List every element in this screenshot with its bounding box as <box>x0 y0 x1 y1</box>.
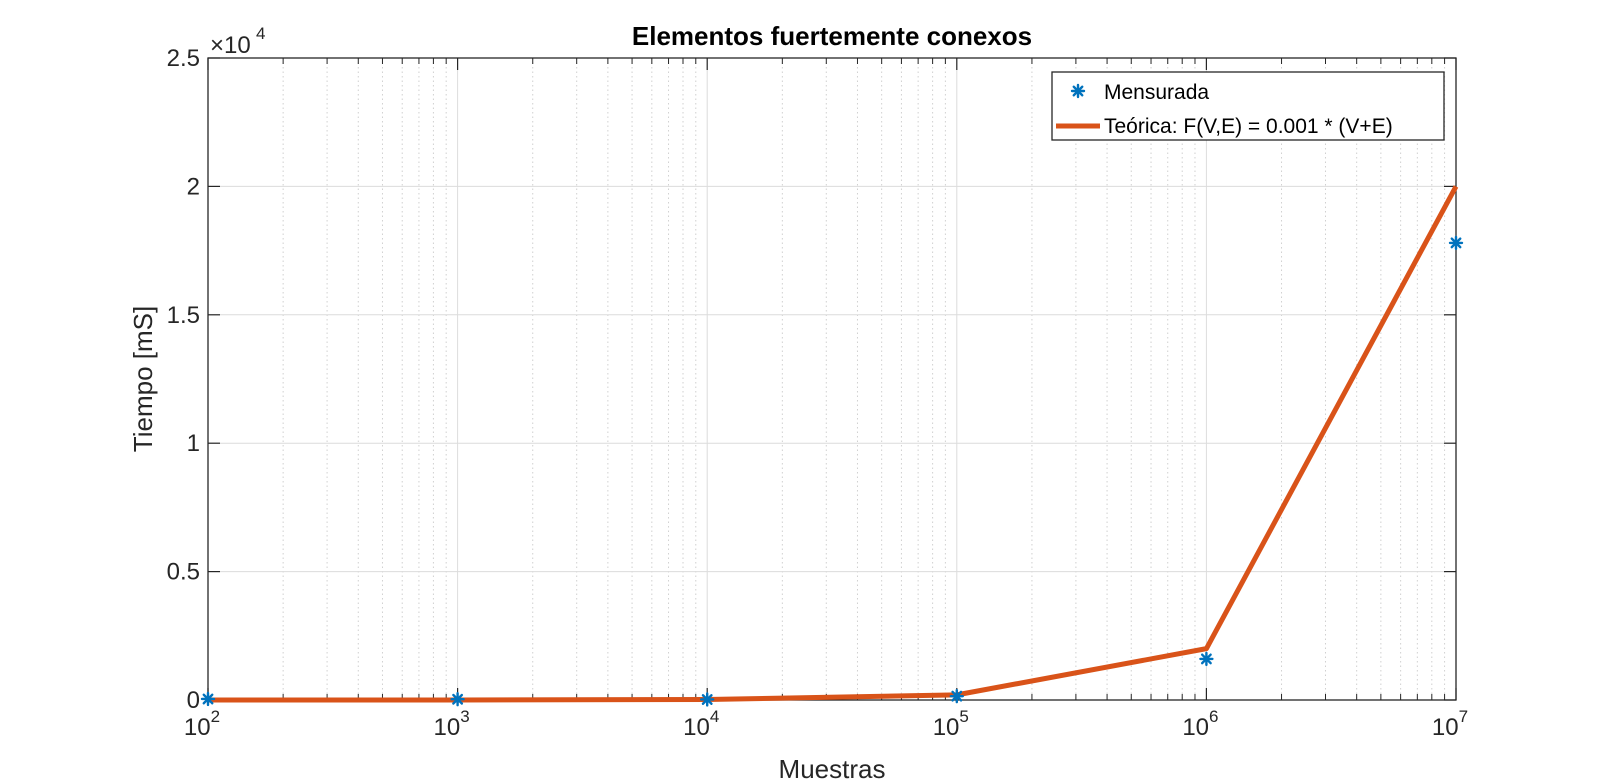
plot-area <box>208 58 1456 700</box>
asterisk-stroke <box>1072 85 1084 97</box>
x-axis-label: Muestras <box>779 754 886 783</box>
series-line-teorica <box>207 185 1459 703</box>
y-multiplier: ×10 4 <box>210 24 265 59</box>
data-point-mensurada <box>450 692 465 707</box>
x-tick-label: 104 <box>683 707 719 741</box>
legend-label-teorica: Teórica: F(V,E) = 0.001 * (V+E) <box>1104 115 1393 138</box>
y-tick-label: 2.5 <box>167 45 200 72</box>
y-multiplier-base: ×10 <box>210 32 251 59</box>
asterisk-stroke <box>951 690 963 702</box>
x-tick-label: 105 <box>933 707 969 741</box>
x-tick-label: 106 <box>1182 707 1218 741</box>
asterisk-stroke <box>202 693 214 705</box>
asterisk-stroke <box>701 694 713 705</box>
series-layer <box>200 185 1464 707</box>
data-point-mensurada <box>949 688 964 704</box>
x-tick-label: 107 <box>1432 707 1468 741</box>
y-tick-label: 0 <box>187 687 200 714</box>
data-point-mensurada <box>1199 651 1214 667</box>
y-multiplier-exponent: 4 <box>256 24 265 43</box>
data-point-mensurada <box>1448 235 1464 251</box>
y-tick-label: 1.5 <box>167 302 200 329</box>
legend-label-mensurada: Mensurada <box>1104 81 1209 104</box>
tick-labels: 102 103 104 105 106 107 0 0.5 1 1.5 2 2.5 <box>167 45 1468 741</box>
asterisk-stroke <box>1450 237 1462 249</box>
y-axis-label: Tiempo [mS] <box>128 306 158 452</box>
data-point-mensurada <box>200 691 216 707</box>
y-tick-label: 1 <box>187 430 200 457</box>
asterisk-stroke <box>452 693 464 705</box>
x-tick-label: 103 <box>434 707 470 741</box>
legend: Mensurada Teórica: F(V,E) = 0.001 * (V+E… <box>1051 71 1445 141</box>
asterisk-stroke <box>1200 653 1212 665</box>
legend-marker-mensurada <box>1070 83 1086 99</box>
y-tick-label: 0.5 <box>167 559 200 586</box>
legend-box <box>1051 71 1445 141</box>
legend-asterisk <box>1070 83 1086 99</box>
x-tick-label: 102 <box>184 707 220 741</box>
data-point-mensurada <box>700 692 715 707</box>
axes <box>207 57 1457 701</box>
chart-title: Elementos fuertemente conexos <box>632 21 1032 51</box>
y-tick-label: 2 <box>187 173 200 200</box>
axes-box <box>207 57 1457 701</box>
